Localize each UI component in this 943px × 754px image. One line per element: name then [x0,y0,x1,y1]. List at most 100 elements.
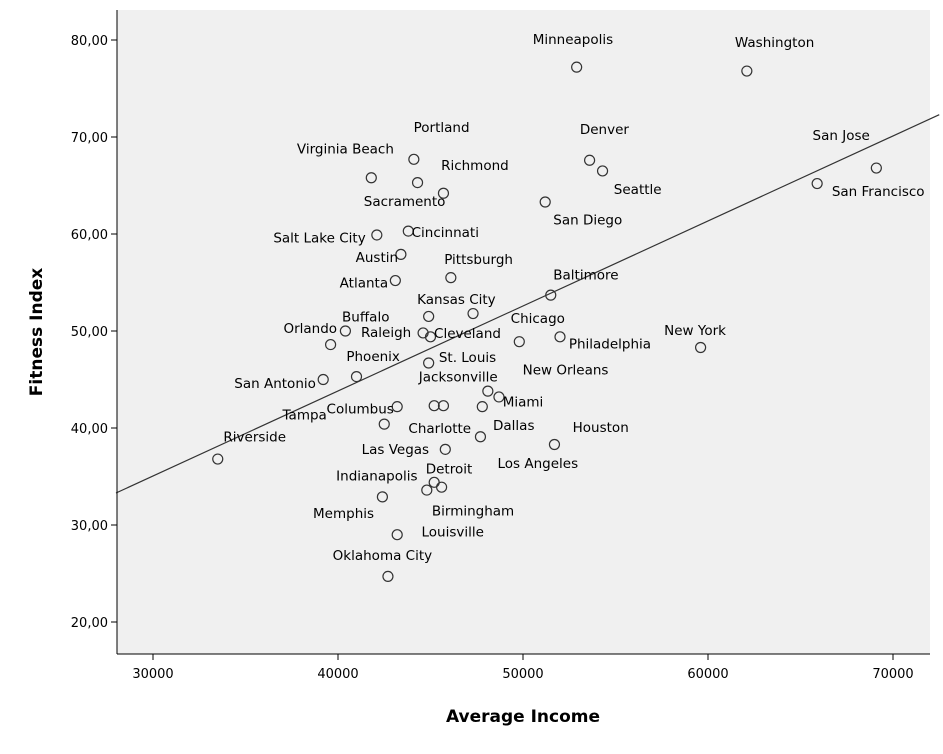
point-label: Tampa [282,407,327,423]
point-label: New York [664,323,726,339]
data-point [423,357,435,369]
data-point [395,248,407,260]
point-label: Louisville [421,525,483,541]
point-label: Cincinnati [412,225,479,241]
data-point [424,331,437,343]
point-label: Portland [414,120,470,136]
data-point [482,385,494,397]
point-label: St. Louis [439,350,496,366]
y-tick-label: 80,00 [71,34,108,49]
point-label: Indianapolis [336,468,417,484]
data-point [694,341,707,354]
point-label: Sacramento [364,194,446,210]
point-label: Oklahoma City [333,548,432,564]
data-point [325,338,337,351]
data-point [870,162,882,174]
point-label: San Diego [553,212,622,228]
fit-line [115,114,940,494]
point-label: Chicago [511,311,565,327]
point-label: Columbus [327,401,394,417]
data-point [371,229,383,241]
data-point [339,325,351,337]
point-label: Dallas [493,418,534,434]
point-label: Orlando [283,321,337,337]
data-points [212,61,882,583]
point-label: San Antonio [234,376,316,392]
point-label: Charlotte [408,421,471,437]
x-axis-title: Average Income [446,707,600,727]
data-point [421,484,433,496]
point-label: Atlanta [340,275,388,291]
y-tick-label: 40,00 [71,422,108,437]
data-point [467,307,479,320]
point-label: Virginia Beach [297,141,394,157]
data-point [423,310,435,323]
y-axis-title: Fitness Index [27,268,47,396]
data-point [437,400,450,412]
data-point [513,336,525,348]
point-label: San Jose [813,128,870,144]
point-label: Jacksonville [418,369,498,385]
data-point [391,529,403,541]
point-label: Memphis [313,506,374,522]
data-point [378,418,390,430]
data-point [382,570,394,583]
point-label: Phoenix [346,349,400,365]
data-point [545,289,557,301]
y-tick-label: 20,00 [71,616,108,631]
data-point [476,401,488,413]
data-point [811,177,823,190]
point-label: Pittsburgh [444,252,513,268]
x-tick-label: 30000 [132,667,173,682]
point-label: Houston [573,420,629,436]
data-point [583,154,596,166]
y-tick-label: 50,00 [71,325,108,340]
data-point [317,373,329,386]
point-label: Salt Lake City [273,231,365,247]
point-label: Kansas City [417,292,496,308]
data-point [474,431,487,443]
data-point [493,391,505,403]
point-label: Baltimore [553,268,618,284]
data-point [376,491,388,503]
point-label: New Orleans [523,363,609,379]
point-label: Washington [735,35,814,51]
data-point [554,331,566,343]
y-tick-label: 70,00 [71,131,108,146]
data-point [391,401,403,413]
data-point [741,65,753,77]
point-label: Minneapolis [533,32,613,48]
x-tick-label: 50000 [502,667,543,682]
data-point [539,196,551,208]
point-label: Richmond [441,158,509,174]
point-label: Raleigh [361,325,411,341]
point-label: Buffalo [342,309,389,325]
x-axis-ticks: 30000 40000 50000 60000 70000 [132,654,914,682]
point-labels: Minneapolis Washington Portland Virginia Be… [223,32,924,564]
point-label: Birmingham [432,503,514,519]
x-tick-label: 60000 [687,667,728,682]
data-point [436,481,448,493]
y-tick-label: 60,00 [71,228,108,243]
data-point [439,443,451,455]
data-point [571,61,583,73]
x-tick-label: 70000 [872,667,913,682]
y-axis-ticks: 20,00 30,00 40,00 50,00 60,00 70,00 80,00 [71,34,117,631]
fit-line-layer [115,114,940,494]
point-label: Seattle [614,182,662,198]
point-label: Cleveland [434,326,501,342]
point-label: Riverside [223,430,286,446]
point-label: Denver [580,122,630,138]
point-label: Las Vegas [362,442,430,458]
point-label: Philadelphia [569,336,651,352]
data-point [402,225,414,237]
data-point [365,172,377,184]
plot-area [117,10,930,654]
point-label: Miami [503,395,544,411]
data-point [548,438,561,451]
x-tick-label: 40000 [317,667,358,682]
data-point [445,272,457,284]
point-label: Los Angeles [497,456,578,472]
y-tick-label: 30,00 [71,519,108,534]
